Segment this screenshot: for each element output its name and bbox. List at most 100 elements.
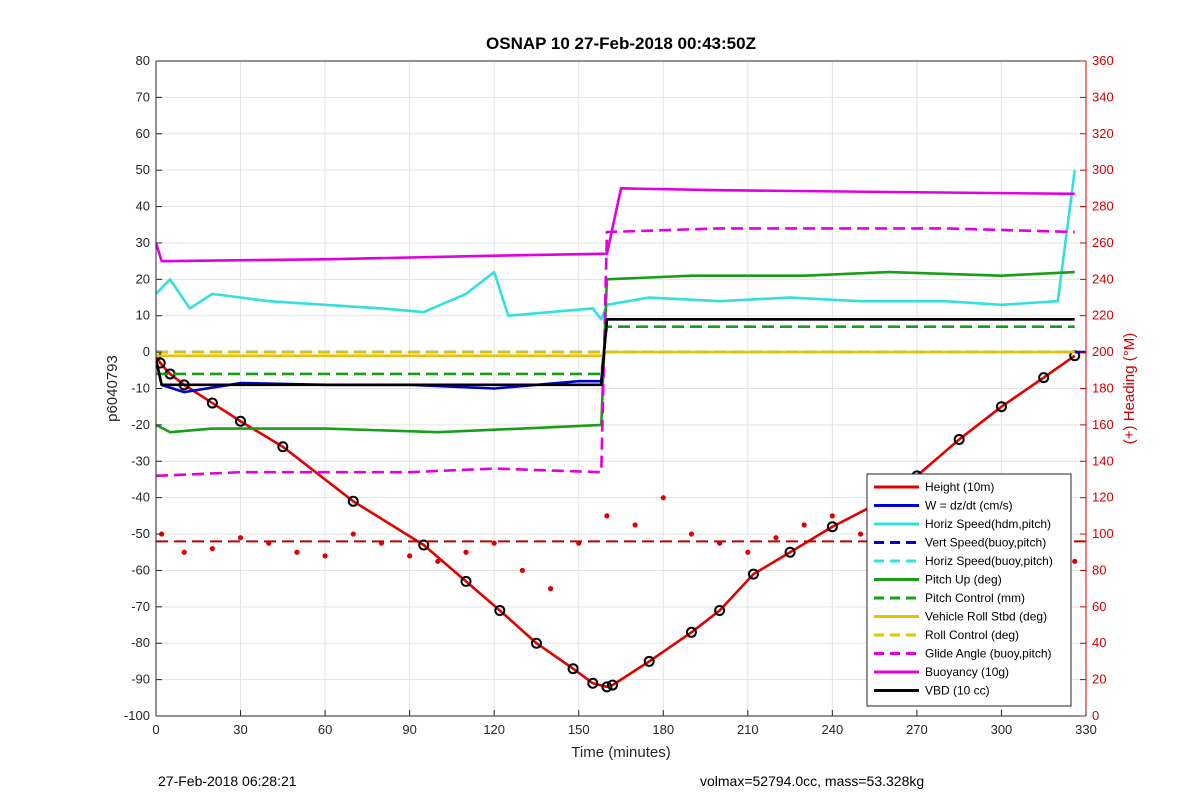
mass-footer: volmax=52794.0cc, mass=53.328kg <box>700 773 925 789</box>
y-right-tick-label: 280 <box>1092 199 1114 214</box>
x-axis-label: Time (minutes) <box>571 744 670 761</box>
legend-label: Height (10m) <box>925 480 994 494</box>
x-tick-label: 60 <box>318 722 332 737</box>
x-tick-label: 120 <box>483 722 505 737</box>
heading-point <box>660 495 666 501</box>
heading-point <box>688 531 695 537</box>
height-marker <box>567 663 579 675</box>
heading-point <box>857 531 864 537</box>
y-tick-label: -100 <box>124 708 150 723</box>
y-axis-label: p6040793 <box>104 355 121 422</box>
heading-point <box>801 522 807 528</box>
y-tick-label: 70 <box>136 89 150 104</box>
heading-point <box>1072 558 1078 564</box>
legend-box <box>866 473 1072 707</box>
legend-label: Vehicle Roll Stbd (deg) <box>925 610 1047 624</box>
x-tick-label: 30 <box>233 722 247 737</box>
series-line-horiz-speed-hdm-pitch <box>156 170 1077 321</box>
legend-label: VBD (10 cc) <box>925 684 990 698</box>
heading-point <box>181 549 187 555</box>
height-marker <box>1038 372 1050 384</box>
axes: 0 30 60 90 120 150 180 210 240 270 300 330-100-90-8… <box>104 53 1138 761</box>
y-tick-label: 0 <box>143 344 150 359</box>
y-tick-label: 10 <box>136 308 150 323</box>
heading-point <box>519 567 525 574</box>
y-tick-label: -60 <box>131 562 150 577</box>
height-marker <box>601 681 613 693</box>
y-right-tick-label: 80 <box>1092 562 1106 577</box>
heading-point <box>407 553 413 559</box>
y-tick-label: 20 <box>136 271 150 286</box>
legend-label: Pitch Control (mm) <box>925 591 1025 605</box>
y-right-tick-label: 160 <box>1092 417 1114 432</box>
y-tick-label: -80 <box>131 635 150 650</box>
y-right-tick-label: 60 <box>1092 599 1106 614</box>
x-tick-label: 330 <box>1075 722 1097 737</box>
legend-label: Glide Angle (buoy,pitch) <box>925 647 1052 661</box>
legend-label: Roll Control (deg) <box>925 628 1019 642</box>
heading-point <box>547 586 554 592</box>
y-tick-label: -50 <box>131 526 150 541</box>
height-marker <box>206 397 218 409</box>
x-tick-label: 210 <box>737 722 759 737</box>
heading-point <box>435 558 441 564</box>
y-tick-label: 50 <box>136 162 150 177</box>
height-marker <box>826 521 838 533</box>
height-marker <box>995 401 1007 413</box>
y-right-tick-label: 220 <box>1092 308 1114 323</box>
legend-label: Vert Speed(buoy,pitch) <box>925 536 1046 550</box>
y-tick-label: -30 <box>131 453 150 468</box>
height-marker <box>235 415 247 427</box>
height-marker <box>784 546 796 558</box>
heading-point <box>773 535 779 541</box>
y-right-tick-label: 320 <box>1092 126 1114 141</box>
y-right-tick-label: 20 <box>1092 672 1106 687</box>
legend-label: Horiz Speed(buoy,pitch) <box>925 554 1053 568</box>
heading-point <box>237 535 244 541</box>
height-marker <box>347 495 359 507</box>
y-tick-label: 40 <box>136 199 150 214</box>
y-right-tick-label: 100 <box>1092 526 1114 541</box>
height-marker <box>953 433 965 445</box>
y-right-tick-label: 180 <box>1092 381 1114 396</box>
y-tick-label: -90 <box>131 672 150 687</box>
y-tick-label: -70 <box>131 599 150 614</box>
series-line-pitch-control-mm <box>156 325 1075 376</box>
height-marker <box>156 357 166 369</box>
heading-point <box>294 549 300 555</box>
y-right-tick-label: 340 <box>1092 89 1114 104</box>
height-marker <box>494 604 506 616</box>
timestamp-footer: 27-Feb-2018 06:28:21 <box>158 773 297 789</box>
y-right-tick-label: 200 <box>1092 344 1114 359</box>
height-marker <box>277 441 289 453</box>
x-tick-label: 300 <box>991 722 1013 737</box>
height-marker <box>607 679 619 691</box>
y-tick-label: -10 <box>131 381 150 396</box>
y-tick-label: -40 <box>131 490 150 505</box>
height-marker <box>747 568 759 580</box>
y-axis-right-label: (+) Heading (°M) <box>1121 333 1138 444</box>
y-tick-label: -20 <box>131 417 150 432</box>
heading-point <box>322 553 328 559</box>
legend: Height (10m) W = dz/dt (cm/s) Horiz Speed(… <box>866 473 1072 707</box>
y-right-tick-label: 0 <box>1092 708 1099 723</box>
heading-point <box>745 549 751 555</box>
height-marker <box>418 539 430 551</box>
y-right-tick-label: 300 <box>1092 162 1114 177</box>
legend-label: Pitch Up (deg) <box>925 573 1002 587</box>
legend-label: Buoyancy (10g) <box>925 665 1009 679</box>
heading-point <box>632 522 638 528</box>
x-tick-label: 180 <box>652 722 674 737</box>
chart-title: OSNAP 10 27-Feb-2018 00:43:50Z <box>486 34 756 53</box>
height-marker <box>714 604 726 616</box>
x-tick-label: 90 <box>402 722 416 737</box>
y-tick-label: 30 <box>136 235 150 250</box>
heading-point <box>604 513 610 519</box>
height-marker <box>643 655 655 667</box>
heading-point <box>463 549 469 555</box>
legend-label: Horiz Speed(hdm,pitch) <box>925 517 1051 531</box>
heading-point <box>491 540 497 546</box>
heading-point <box>829 513 835 519</box>
y-right-tick-label: 360 <box>1092 53 1114 68</box>
